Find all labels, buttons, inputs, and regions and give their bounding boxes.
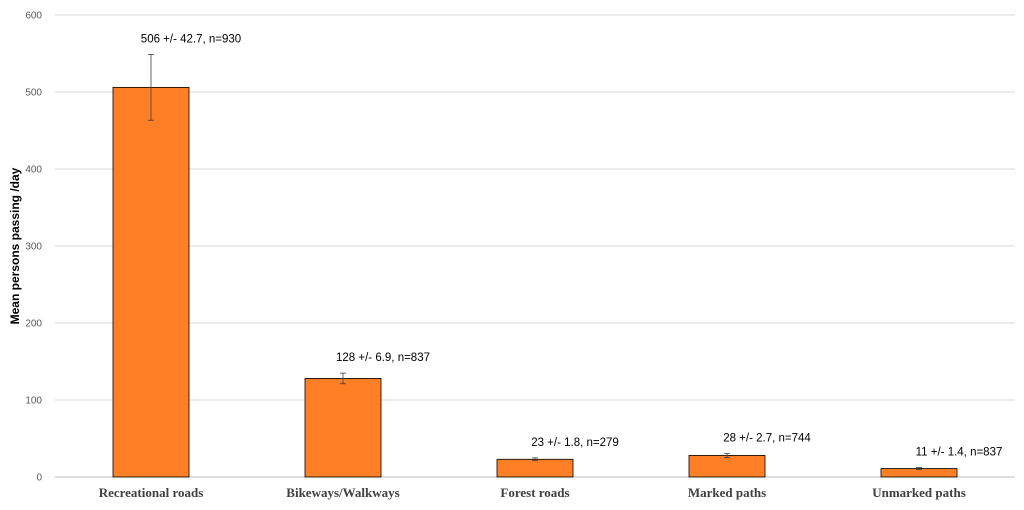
x-category-label: Bikeways/Walkways: [286, 485, 399, 500]
y-tick-label: 400: [25, 165, 42, 176]
data-label: 28 +/- 2.7, n=744: [723, 432, 811, 444]
y-axis-ticks: 0 100 200 300 400 500 600: [25, 11, 42, 484]
bar: [113, 87, 189, 477]
data-label: 11 +/- 1.4, n=837: [916, 446, 1003, 458]
data-label: 506 +/- 42.7, n=930: [141, 34, 241, 46]
y-tick-label: 500: [25, 88, 42, 99]
x-axis-categories: Recreational roads Bikeways/Walkways Fores…: [99, 485, 966, 500]
bar: [689, 455, 765, 477]
y-tick-label: 200: [25, 319, 42, 330]
error-bars: [148, 55, 922, 470]
gridlines: [55, 15, 1015, 477]
x-category-label: Forest roads: [500, 485, 569, 500]
y-tick-label: 100: [25, 396, 42, 407]
y-tick-label: 0: [36, 473, 42, 484]
y-axis-title: Mean persons passing /day: [8, 167, 22, 324]
data-label: 128 +/- 6.9, n=837: [336, 352, 430, 364]
bar: [305, 378, 381, 477]
y-tick-label: 600: [25, 11, 42, 22]
bars: [113, 87, 957, 477]
x-category-label: Marked paths: [688, 485, 766, 500]
y-tick-label: 300: [25, 242, 42, 253]
bar: [497, 459, 573, 477]
data-label: 23 +/- 1.8, n=279: [531, 437, 619, 449]
x-category-label: Unmarked paths: [872, 485, 966, 500]
x-category-label: Recreational roads: [99, 485, 204, 500]
